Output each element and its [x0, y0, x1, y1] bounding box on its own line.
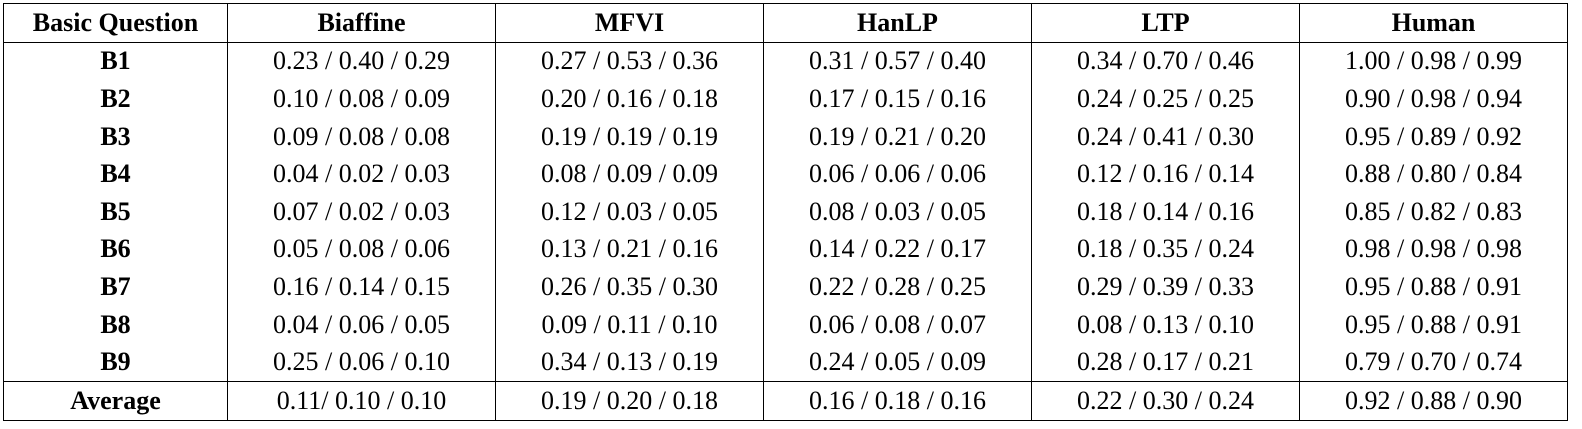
table-cell: 0.18 / 0.14 / 0.16	[1031, 192, 1300, 231]
table-cell: 0.95 / 0.88 / 0.91	[1299, 268, 1568, 306]
table-cell: 0.88 / 0.80 / 0.84	[1299, 155, 1568, 193]
table-cell: 0.08 / 0.13 / 0.10	[1031, 305, 1300, 344]
row-header: Average	[3, 380, 228, 421]
table-row: B6 0.05 / 0.08 / 0.06 0.13 / 0.21 / 0.16 0.…	[3, 230, 1568, 269]
table-cell: 0.11/ 0.10 / 0.10	[227, 380, 496, 421]
table-cell: 1.00 / 0.98 / 0.99	[1299, 42, 1568, 81]
table-cell: 0.16 / 0.14 / 0.15	[227, 268, 496, 306]
row-header: B7	[3, 268, 228, 306]
table-cell: 0.24 / 0.25 / 0.25	[1031, 80, 1300, 118]
table-cell: 0.19 / 0.21 / 0.20	[763, 117, 1032, 156]
table-cell: 0.22 / 0.28 / 0.25	[763, 268, 1032, 306]
row-header: B3	[3, 117, 228, 156]
column-header: HanLP	[763, 3, 1032, 43]
table-cell: 0.08 / 0.09 / 0.09	[495, 155, 764, 193]
table-cell: 0.04 / 0.02 / 0.03	[227, 155, 496, 193]
table-cell: 0.34 / 0.70 / 0.46	[1031, 42, 1300, 81]
column-header: MFVI	[495, 3, 764, 43]
table-cell: 0.98 / 0.98 / 0.98	[1299, 230, 1568, 269]
table-row: B8 0.04 / 0.06 / 0.05 0.09 / 0.11 / 0.10 0.…	[3, 305, 1568, 344]
table-cell: 0.13 / 0.21 / 0.16	[495, 230, 764, 269]
table-row: B3 0.09 / 0.08 / 0.08 0.19 / 0.19 / 0.19 0.…	[3, 117, 1568, 156]
table-cell: 0.16 / 0.18 / 0.16	[763, 380, 1032, 421]
table-cell: 0.85 / 0.82 / 0.83	[1299, 192, 1568, 231]
table-cell: 0.10 / 0.08 / 0.09	[227, 80, 496, 118]
table-cell: 0.90 / 0.98 / 0.94	[1299, 80, 1568, 118]
table-cell: 0.19 / 0.19 / 0.19	[495, 117, 764, 156]
table-cell: 0.12 / 0.03 / 0.05	[495, 192, 764, 231]
column-header: Human	[1299, 3, 1568, 43]
table-cell: 0.06 / 0.06 / 0.06	[763, 155, 1032, 193]
row-header: B9	[3, 343, 228, 382]
column-header: LTP	[1031, 3, 1300, 43]
column-header: Basic Question	[3, 3, 228, 43]
table-cell: 0.79 / 0.70 / 0.74	[1299, 343, 1568, 382]
table-cell: 0.23 / 0.40 / 0.29	[227, 42, 496, 81]
table-cell: 0.04 / 0.06 / 0.05	[227, 305, 496, 344]
row-header: B6	[3, 230, 228, 269]
table-cell: 0.07 / 0.02 / 0.03	[227, 192, 496, 231]
table-row: B9 0.25 / 0.06 / 0.10 0.34 / 0.13 / 0.19 0.…	[3, 343, 1568, 382]
table-cell: 0.92 / 0.88 / 0.90	[1299, 380, 1568, 421]
table-cell: 0.29 / 0.39 / 0.33	[1031, 268, 1300, 306]
table-cell: 0.05 / 0.08 / 0.06	[227, 230, 496, 269]
table-row: B7 0.16 / 0.14 / 0.15 0.26 / 0.35 / 0.30 0.…	[3, 268, 1568, 306]
table-cell: 0.19 / 0.20 / 0.18	[495, 380, 764, 421]
table-cell: 0.12 / 0.16 / 0.14	[1031, 155, 1300, 193]
row-header: B1	[3, 42, 228, 81]
table-cell: 0.34 / 0.13 / 0.19	[495, 343, 764, 382]
table-row: B5 0.07 / 0.02 / 0.03 0.12 / 0.03 / 0.05 0.…	[3, 192, 1568, 231]
row-header: B8	[3, 305, 228, 344]
table-cell: 0.95 / 0.88 / 0.91	[1299, 305, 1568, 344]
results-table: Basic Question Biaffine MFVI HanLP LTP Human …	[3, 3, 1568, 421]
table-cell: 0.14 / 0.22 / 0.17	[763, 230, 1032, 269]
table-cell: 0.95 / 0.89 / 0.92	[1299, 117, 1568, 156]
table-cell: 0.17 / 0.15 / 0.16	[763, 80, 1032, 118]
table-row: B2 0.10 / 0.08 / 0.09 0.20 / 0.16 / 0.18 0.…	[3, 80, 1568, 118]
table-cell: 0.09 / 0.08 / 0.08	[227, 117, 496, 156]
table-cell: 0.28 / 0.17 / 0.21	[1031, 343, 1300, 382]
table-cell: 0.24 / 0.05 / 0.09	[763, 343, 1032, 382]
table-row: B4 0.04 / 0.02 / 0.03 0.08 / 0.09 / 0.09 0.…	[3, 155, 1568, 193]
table-cell: 0.20 / 0.16 / 0.18	[495, 80, 764, 118]
table-cell: 0.18 / 0.35 / 0.24	[1031, 230, 1300, 269]
table-cell: 0.27 / 0.53 / 0.36	[495, 42, 764, 81]
table-cell: 0.22 / 0.30 / 0.24	[1031, 380, 1300, 421]
table-row: Average 0.11/ 0.10 / 0.10 0.19 / 0.20 / 0.…	[3, 380, 1568, 421]
table-cell: 0.08 / 0.03 / 0.05	[763, 192, 1032, 231]
table-cell: 0.09 / 0.11 / 0.10	[495, 305, 764, 344]
table-cell: 0.24 / 0.41 / 0.30	[1031, 117, 1300, 156]
row-header: B5	[3, 192, 228, 231]
table-body: B1 0.23 / 0.40 / 0.29 0.27 / 0.53 / 0.36 0.…	[3, 42, 1568, 421]
table-row: B1 0.23 / 0.40 / 0.29 0.27 / 0.53 / 0.36 0.…	[3, 42, 1568, 81]
table-cell: 0.31 / 0.57 / 0.40	[763, 42, 1032, 81]
column-header: Biaffine	[227, 3, 496, 43]
table-cell: 0.26 / 0.35 / 0.30	[495, 268, 764, 306]
header-row: Basic Question Biaffine MFVI HanLP LTP Human	[3, 3, 1568, 43]
row-header: B4	[3, 155, 228, 193]
row-header: B2	[3, 80, 228, 118]
table-cell: 0.25 / 0.06 / 0.10	[227, 343, 496, 382]
table-cell: 0.06 / 0.08 / 0.07	[763, 305, 1032, 344]
